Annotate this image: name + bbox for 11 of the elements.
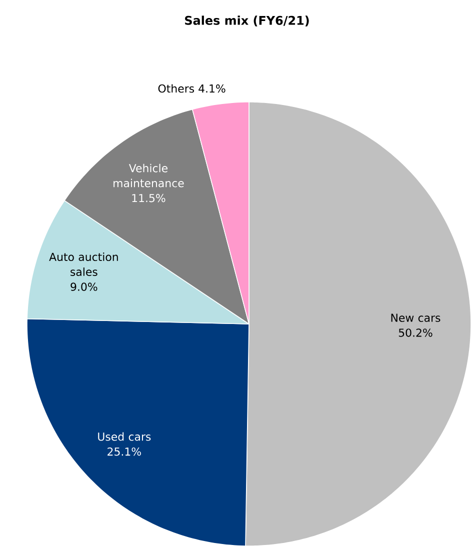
- slice-label: New cars: [391, 314, 440, 322]
- data-label: 25.1%: [108, 447, 141, 456]
- slice-label: Others: [158, 84, 194, 93]
- data-label: 4.1%: [198, 84, 226, 93]
- data-label: 9.0%: [70, 282, 98, 291]
- slice-label: Auto auction sales: [49, 252, 118, 276]
- slice-label: Used cars: [98, 432, 151, 441]
- chart-title: Sales mix (FY6/21): [185, 16, 309, 26]
- data-label: 11.5%: [132, 194, 166, 202]
- data-label: 50.2%: [398, 328, 432, 337]
- slice-label: Vehicle maintenance: [114, 164, 184, 188]
